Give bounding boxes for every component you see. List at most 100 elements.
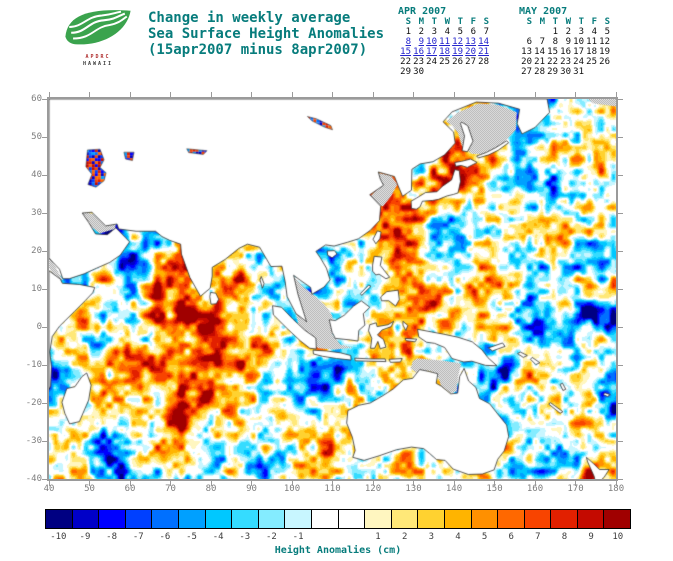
calendar-date-may-11[interactable]: 11 (586, 37, 597, 47)
calendar-dow-cell: S (526, 17, 532, 27)
calendar-date-may-16[interactable]: 16 (560, 47, 571, 57)
calendar-date-apr-22[interactable]: 22 (400, 57, 411, 67)
calendar-date-may-17[interactable]: 17 (573, 47, 584, 57)
calendar-date-may-22[interactable]: 22 (547, 57, 558, 67)
calendar-dow-cell: F (470, 17, 476, 27)
x-tick (332, 92, 333, 97)
calendar-date-apr-15[interactable]: 15 (400, 47, 411, 57)
calendar-date-may-12[interactable]: 12 (599, 37, 610, 47)
calendar-date-may-6[interactable]: 6 (526, 37, 532, 47)
calendar-date-may-26[interactable]: 26 (599, 57, 610, 67)
colorbar-cell (231, 510, 258, 528)
calendar-date-apr-8[interactable]: 8 (405, 37, 411, 47)
calendar-dow-cell: S (483, 17, 489, 27)
calendar-date-may-25[interactable]: 25 (586, 57, 597, 67)
calendar-date-may-5[interactable]: 5 (604, 27, 610, 37)
calendar-date-may-19[interactable]: 19 (599, 47, 610, 57)
calendar-date-may-10[interactable]: 10 (573, 37, 584, 47)
calendar-date-may-18[interactable]: 18 (586, 47, 597, 57)
calendar-dow-cell: F (591, 17, 597, 27)
calendar-date-apr-20[interactable]: 20 (465, 47, 476, 57)
calendar-date-may-14[interactable]: 14 (534, 47, 545, 57)
calendar-date-apr-10[interactable]: 10 (426, 37, 437, 47)
x-tick (453, 92, 455, 97)
logo-caption-line1: APDRC (85, 54, 111, 60)
x-tick (210, 481, 212, 486)
calendar-date-may-29[interactable]: 29 (547, 67, 558, 77)
x-tick (251, 92, 252, 97)
calendar-date-apr-26[interactable]: 26 (452, 57, 463, 67)
calendar-date-may-27[interactable]: 27 (521, 67, 532, 77)
calendar-date-apr-29[interactable]: 29 (400, 67, 411, 77)
logo[interactable]: APDRC HAWAII (56, 4, 140, 68)
calendar-date-apr-30[interactable]: 30 (413, 67, 424, 77)
calendar-date-apr-16[interactable]: 16 (413, 47, 424, 57)
calendar-date-apr-7[interactable]: 7 (483, 27, 489, 37)
calendar-date-apr-19[interactable]: 19 (452, 47, 463, 57)
y-axis-label: -20 (25, 398, 42, 408)
calendar-date-may-20[interactable]: 20 (521, 57, 532, 67)
y-tick (618, 250, 623, 252)
y-tick (618, 402, 623, 404)
calendar-date-may-3[interactable]: 3 (578, 27, 584, 37)
x-tick (413, 92, 414, 97)
calendar-dow-cell: S (405, 17, 411, 27)
calendar-week-row: 8 9 10 11 12 13 14 (398, 37, 489, 47)
calendar-date-apr-24[interactable]: 24 (426, 57, 437, 67)
y-tick (618, 440, 623, 442)
calendar-date-may-15[interactable]: 15 (547, 47, 558, 57)
calendar-date-may-8[interactable]: 8 (552, 37, 558, 47)
calendar-date-apr-27[interactable]: 27 (465, 57, 476, 67)
calendar-date-apr-5[interactable]: 5 (457, 27, 463, 37)
calendar-date-apr-2[interactable]: 2 (418, 27, 424, 37)
calendar-date-may-9[interactable]: 9 (565, 37, 571, 47)
x-axis-label: 50 (84, 484, 95, 494)
calendar-may-2007: MAY 2007 S M T W T F S 1 2 3 4 5 6 7 8 9 10 11 12 13 14 15 16 17… (519, 6, 610, 77)
calendar-date-may-4[interactable]: 4 (591, 27, 597, 37)
y-axis-label: 40 (31, 170, 42, 180)
colorbar-tick-label: -10 (50, 532, 67, 542)
calendar-week-row: 29 30 (398, 67, 489, 77)
calendar-date-apr-18[interactable]: 18 (439, 47, 450, 57)
calendar-date-may-7[interactable]: 7 (539, 37, 545, 47)
y-tick (618, 478, 623, 480)
calendar-date-apr-4[interactable]: 4 (444, 27, 450, 37)
colorbar-tick-label: -1 (292, 532, 304, 542)
calendar-date-may-31[interactable]: 31 (573, 67, 584, 77)
calendar-date-may-2[interactable]: 2 (565, 27, 571, 37)
calendar-empty-cell (437, 67, 450, 77)
y-axis-label: 30 (31, 208, 42, 218)
calendar-date-may-30[interactable]: 30 (560, 67, 571, 77)
calendar-date-may-28[interactable]: 28 (534, 67, 545, 77)
y-tick (618, 174, 623, 176)
colorbar-tick-label: -4 (212, 532, 224, 542)
x-tick (89, 92, 90, 97)
calendar-date-apr-17[interactable]: 17 (426, 47, 437, 57)
calendar-empty-cell (532, 27, 545, 37)
colorbar-tick-label: -7 (132, 532, 144, 542)
calendar-date-may-23[interactable]: 23 (560, 57, 571, 67)
calendar-date-may-24[interactable]: 24 (573, 57, 584, 67)
calendar-date-apr-28[interactable]: 28 (478, 57, 489, 67)
y-tick (618, 326, 623, 328)
y-tick (42, 288, 47, 290)
calendar-date-apr-21[interactable]: 21 (478, 47, 489, 57)
calendar-date-apr-6[interactable]: 6 (470, 27, 476, 37)
map-frame (47, 97, 618, 481)
calendar-date-apr-3[interactable]: 3 (431, 27, 437, 37)
calendar-date-apr-11[interactable]: 11 (439, 37, 450, 47)
calendar-date-apr-12[interactable]: 12 (452, 37, 463, 47)
colorbar-cell (390, 510, 418, 528)
calendar-date-apr-25[interactable]: 25 (439, 57, 450, 67)
calendar-date-may-1[interactable]: 1 (552, 27, 558, 37)
calendar-date-apr-23[interactable]: 23 (413, 57, 424, 67)
y-tick (42, 326, 47, 328)
x-tick (534, 92, 536, 97)
calendar-date-apr-13[interactable]: 13 (465, 37, 476, 47)
calendar-date-apr-1[interactable]: 1 (405, 27, 411, 37)
calendar-date-apr-9[interactable]: 9 (418, 37, 424, 47)
calendar-date-may-13[interactable]: 13 (521, 47, 532, 57)
calendar-date-apr-14[interactable]: 14 (478, 37, 489, 47)
calendar-date-may-21[interactable]: 21 (534, 57, 545, 67)
